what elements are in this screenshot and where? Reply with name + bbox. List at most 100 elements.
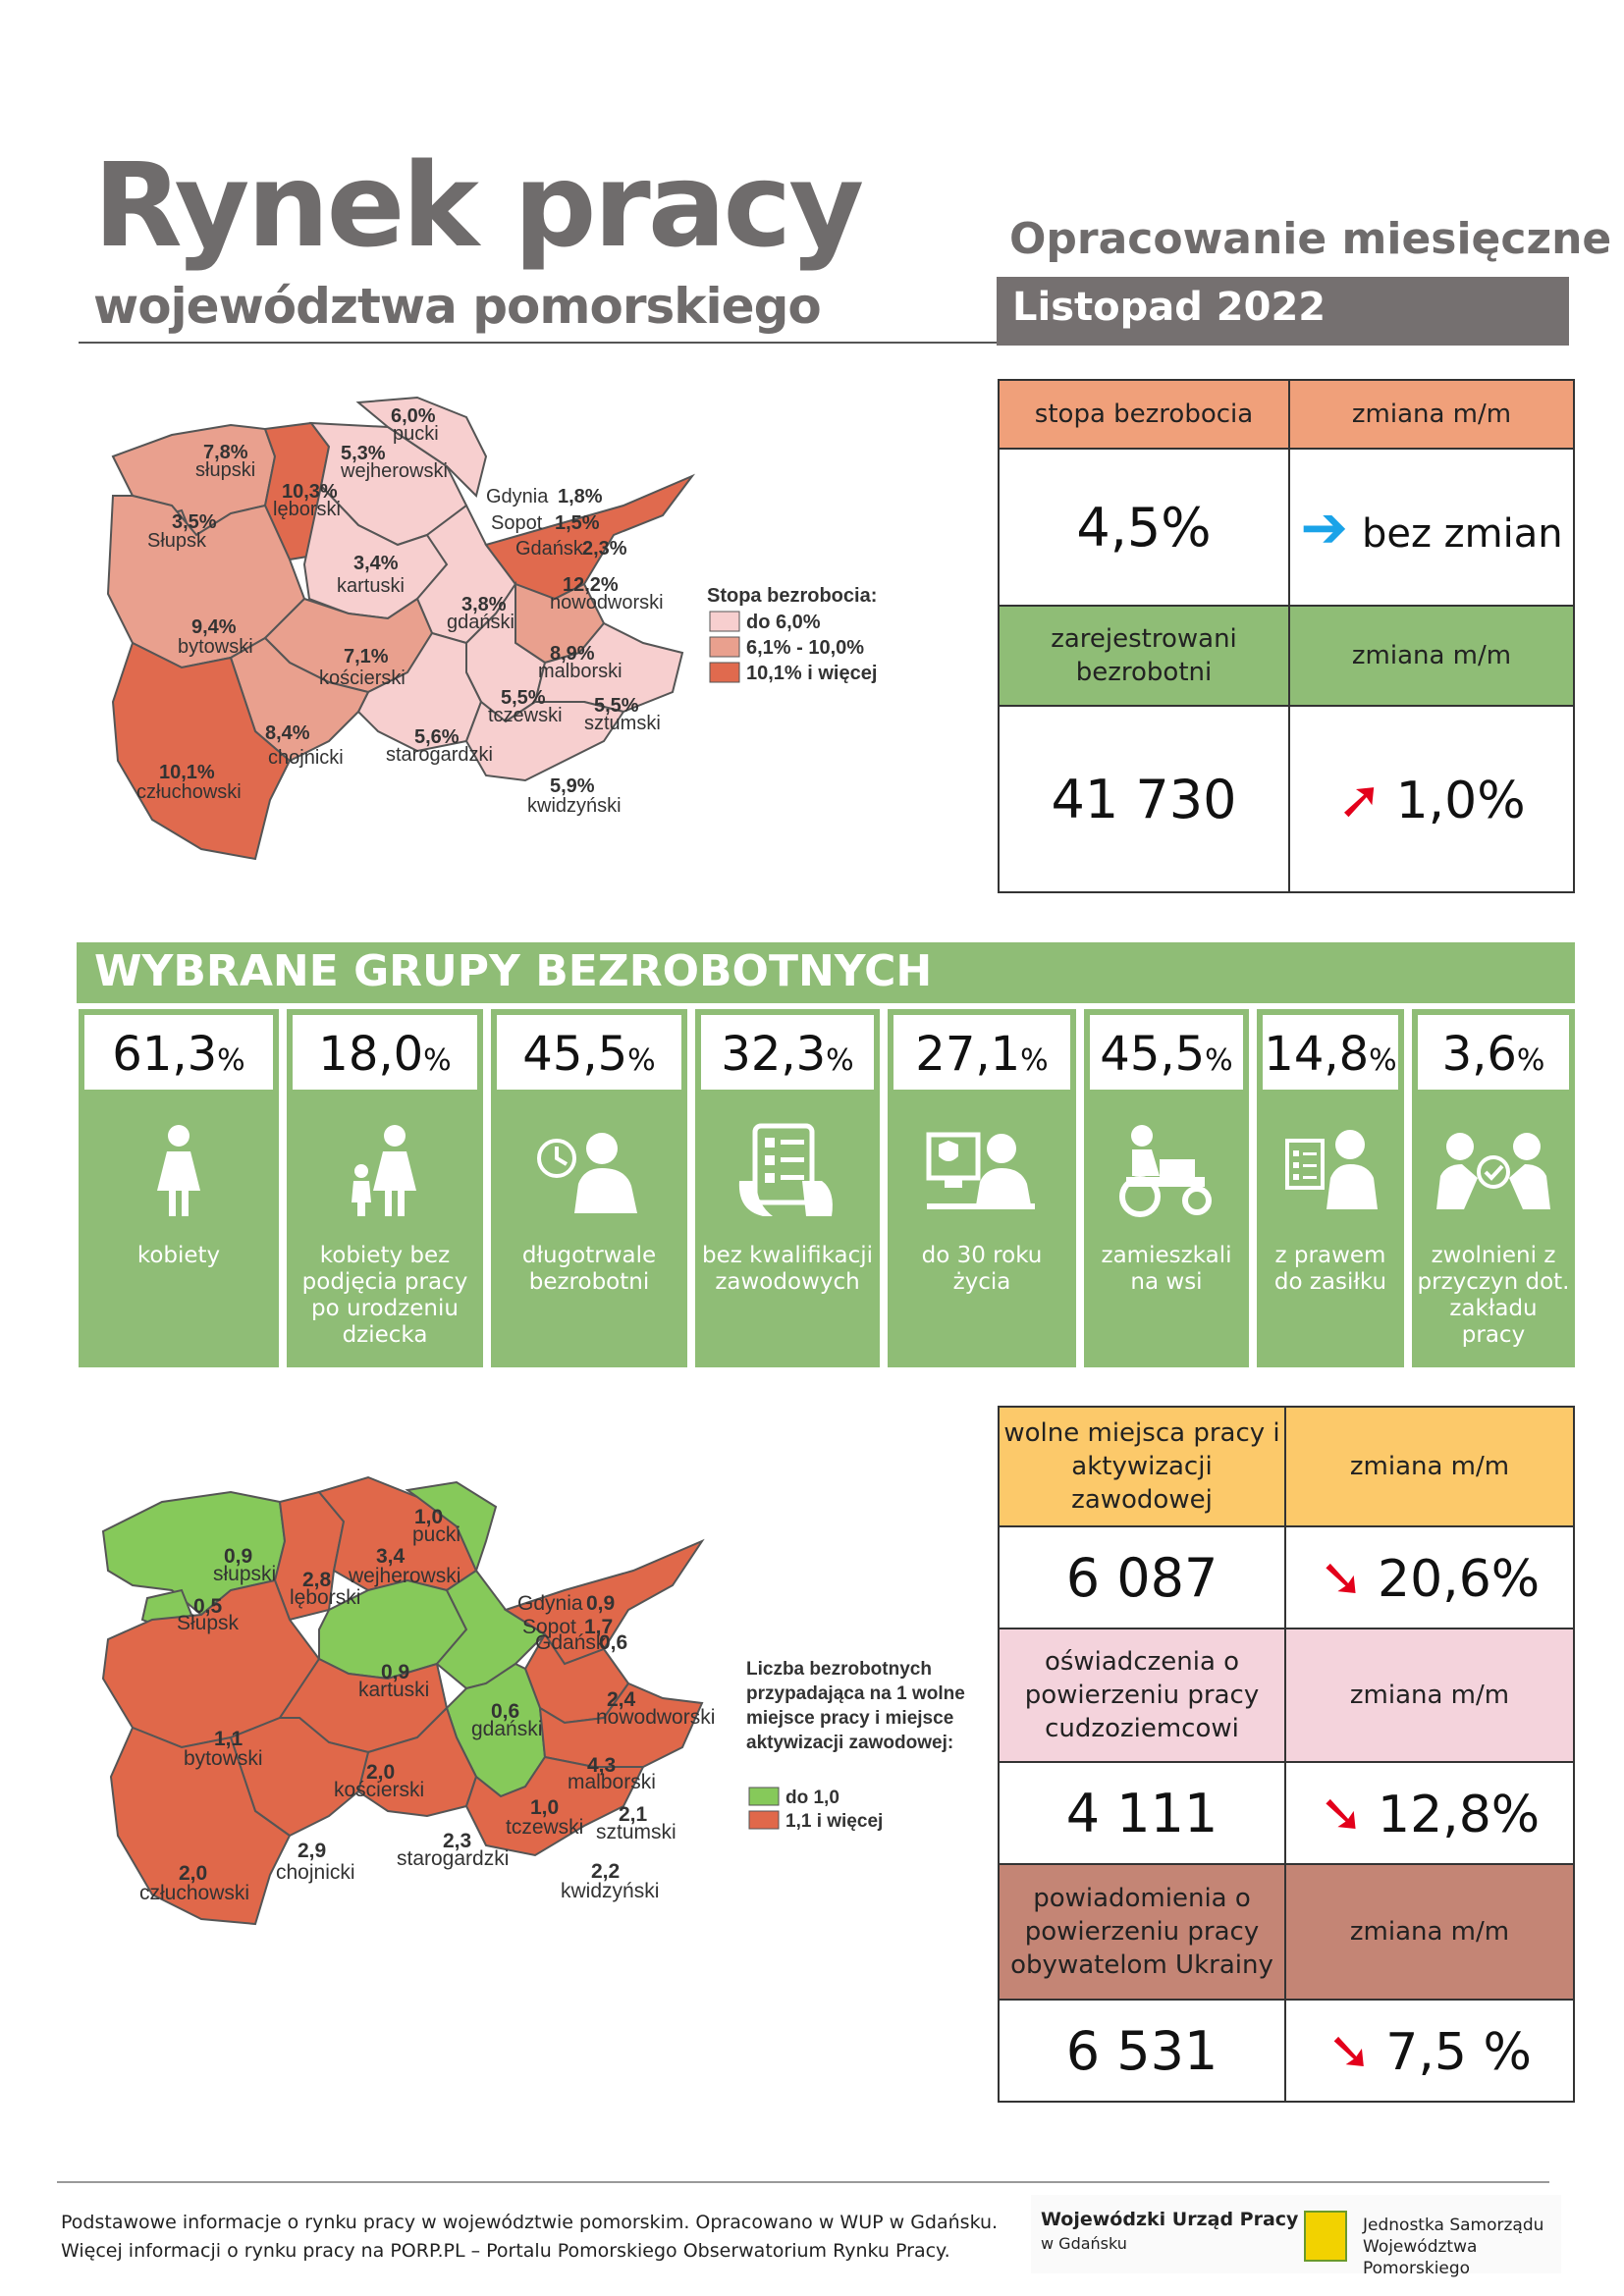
- tablet-checklist-icon: [695, 1117, 880, 1225]
- map2-legend-swatch-2: [748, 1810, 780, 1830]
- group-label: kobiety bez podjęcia pracy po urodzeniu …: [301, 1243, 468, 1348]
- map1-label-malborski-value: 8,9%: [550, 643, 595, 665]
- js-line-2: Województwa Pomorskiego: [1363, 2237, 1478, 2278]
- offers-table: wolne miejsca pracy i aktywizacji zawodo…: [998, 1406, 1575, 2103]
- arrow-down-right-icon: ➘: [1327, 2019, 1373, 2082]
- registered-change-label: zmiana m/m: [1288, 605, 1575, 707]
- map2-label-malborski-name: malborski: [568, 1771, 656, 1793]
- map1-label-slupsk-value: 3,5%: [172, 511, 217, 533]
- wup-logo-city: w Gdańsku: [1041, 2234, 1127, 2253]
- map1-label-gdanski-name: gdański: [447, 612, 514, 633]
- rate-change-text: bez zmian: [1361, 511, 1563, 557]
- declarations-value: 4 111: [998, 1761, 1286, 1865]
- map1-label-gdansk-value: 2,3%: [582, 538, 627, 560]
- group-value: 18,0%: [287, 1009, 483, 1090]
- map1-legend-2: 6,1% - 10,0%: [746, 637, 864, 659]
- map2-label-wejherowski-name: wejherowski: [348, 1565, 460, 1587]
- group-card-dismissed: 3,6% zwolnieni z przyczyn dot. zakładu p…: [1412, 1009, 1575, 1367]
- group-value: 14,8%: [1257, 1009, 1404, 1090]
- map1-label-sopot-value: 1,5%: [555, 512, 600, 534]
- map1-label-kartuski-name: kartuski: [337, 575, 405, 597]
- map1-legend-swatch-1: [709, 611, 740, 632]
- clock-person-icon: [491, 1117, 687, 1225]
- unemployment-rate-map: 6,0% pucki 7,8% słupski 5,3% wejherowski…: [106, 396, 877, 861]
- group-label: bez kwalifikacji zawodowych: [701, 1243, 874, 1295]
- map1-label-chojnicki-name: chojnicki: [268, 747, 344, 769]
- map2-label-tczewski-name: tczewski: [506, 1816, 583, 1839]
- benefit-document-icon: [1257, 1117, 1404, 1225]
- map1-label-bytowski-name: bytowski: [178, 636, 253, 658]
- map1-label-chojnicki-value: 8,4%: [265, 722, 310, 744]
- arrow-right-icon: ➔: [1300, 494, 1348, 561]
- map2-label-pucki-name: pucki: [412, 1523, 460, 1546]
- map2-legend-title: Liczba bezrobotnych przypadająca na 1 wo…: [746, 1659, 965, 1753]
- page-subtitle: województwa pomorskiego: [93, 278, 822, 335]
- district-czluchowski: [109, 1726, 292, 1926]
- map1-legend: Stopa bezrobocia: do 6,0% 6,1% - 10,0% 1…: [707, 585, 877, 684]
- map2-label-sztumski-value: 2,1: [619, 1803, 648, 1826]
- map1-label-nowodworski-name: nowodworski: [550, 592, 664, 614]
- map1-legend-title: Stopa bezrobocia:: [707, 585, 877, 607]
- group-value: 27,1%: [888, 1009, 1076, 1090]
- group-card-women: 61,3% kobiety: [79, 1009, 279, 1367]
- tractor-icon: [1084, 1117, 1249, 1225]
- declarations-change-label: zmiana m/m: [1284, 1628, 1575, 1763]
- map1-label-sztumski-name: sztumski: [584, 713, 661, 734]
- ukraine-change-label: zmiana m/m: [1284, 1863, 1575, 2001]
- rate-change-label: zmiana m/m: [1288, 379, 1575, 450]
- ukraine-change-text: 7,5 %: [1385, 2022, 1532, 2082]
- footer-logos: Wojewódzki Urząd Pracy w Gdańsku Jednost…: [1031, 2195, 1561, 2278]
- map1-label-wejherowski-name: wejherowski: [340, 460, 448, 482]
- js-line-1: Jednostka Samorządu: [1363, 2216, 1544, 2235]
- footer-divider: [57, 2181, 1549, 2183]
- map1-label-slupski-value: 7,8%: [203, 442, 248, 463]
- vacancies-label: wolne miejsca pracy i aktywizacji zawodo…: [998, 1406, 1286, 1527]
- declarations-change: ➘ 12,8%: [1284, 1761, 1575, 1865]
- ukraine-change: ➘ 7,5 %: [1284, 1999, 1575, 2103]
- footer-line-2: Więcej informacji o rynku pracy na PORP.…: [61, 2240, 950, 2262]
- map2-label-sopot-name: Sopot: [522, 1616, 576, 1638]
- district-kwidzynski: [464, 700, 625, 782]
- map1-label-kwidzynski-name: kwidzyński: [527, 795, 622, 817]
- registered-change: ➚ 1,0%: [1288, 705, 1575, 893]
- registered-value: 41 730: [998, 705, 1290, 893]
- map1-label-koscierski-name: kościerski: [319, 667, 406, 689]
- group-label: do 30 roku życia: [921, 1243, 1043, 1295]
- map2-label-chojnicki-name: chojnicki: [276, 1861, 355, 1884]
- map2-label-kwidzynski-name: kwidzyński: [561, 1880, 659, 1902]
- wup-logo-name: Wojewódzki Urząd Pracy: [1041, 2209, 1299, 2230]
- map2-label-slupski-name: słupski: [213, 1563, 276, 1585]
- group-label: zamieszkali na wsi: [1101, 1243, 1232, 1295]
- map2-label-sopot-value: 1,7: [584, 1616, 613, 1638]
- map1-label-slupski-name: słupski: [195, 459, 255, 481]
- publication-period: Listopad 2022: [997, 277, 1569, 346]
- map1-legend-swatch-2: [709, 636, 740, 658]
- group-card-no-qualifications: 32,3% bez kwalifikacji zawodowych: [695, 1009, 880, 1367]
- map1-legend-1: do 6,0%: [746, 612, 821, 633]
- griffin-crest-icon: [1304, 2211, 1347, 2262]
- map1-label-gdansk-name: Gdańsk: [515, 538, 584, 560]
- group-label: długotrwale bezrobotni: [521, 1243, 657, 1295]
- arrow-down-right-icon: ➘: [1319, 1782, 1365, 1844]
- map2-label-gdanski-value: 0,6: [491, 1700, 519, 1723]
- ukraine-label: powiadomienia o powierzeniu pracy obywat…: [998, 1863, 1286, 2001]
- map1-label-gdynia-value: 1,8%: [558, 486, 603, 507]
- group-card-long-term: 45,5% długotrwale bezrobotni: [491, 1009, 687, 1367]
- map2-label-czluchowski-name: człuchowski: [139, 1882, 249, 1904]
- js-logo-text: Jednostka Samorządu Województwa Pomorski…: [1363, 2215, 1561, 2279]
- map1-legend-3: 10,1% i więcej: [746, 663, 877, 684]
- map1-label-tczewski-name: tczewski: [488, 705, 563, 726]
- title-divider: [79, 342, 1001, 344]
- group-value: 45,5%: [491, 1009, 687, 1090]
- map2-label-pucki-value: 1,0: [414, 1506, 443, 1528]
- rate-label: stopa bezrobocia: [998, 379, 1290, 450]
- map1-label-slupsk-name: Słupsk: [147, 530, 207, 552]
- map1-label-bytowski-value: 9,4%: [191, 616, 237, 638]
- group-value: 45,5%: [1084, 1009, 1249, 1090]
- map1-label-pucki-value: 6,0%: [391, 405, 436, 427]
- map2-label-leborski-value: 2,8: [302, 1569, 332, 1591]
- rate-change: ➔ bez zmian: [1288, 448, 1575, 607]
- group-value: 61,3%: [79, 1009, 279, 1090]
- group-card-rural: 45,5% zamieszkali na wsi: [1084, 1009, 1249, 1367]
- woman-icon: [79, 1117, 279, 1225]
